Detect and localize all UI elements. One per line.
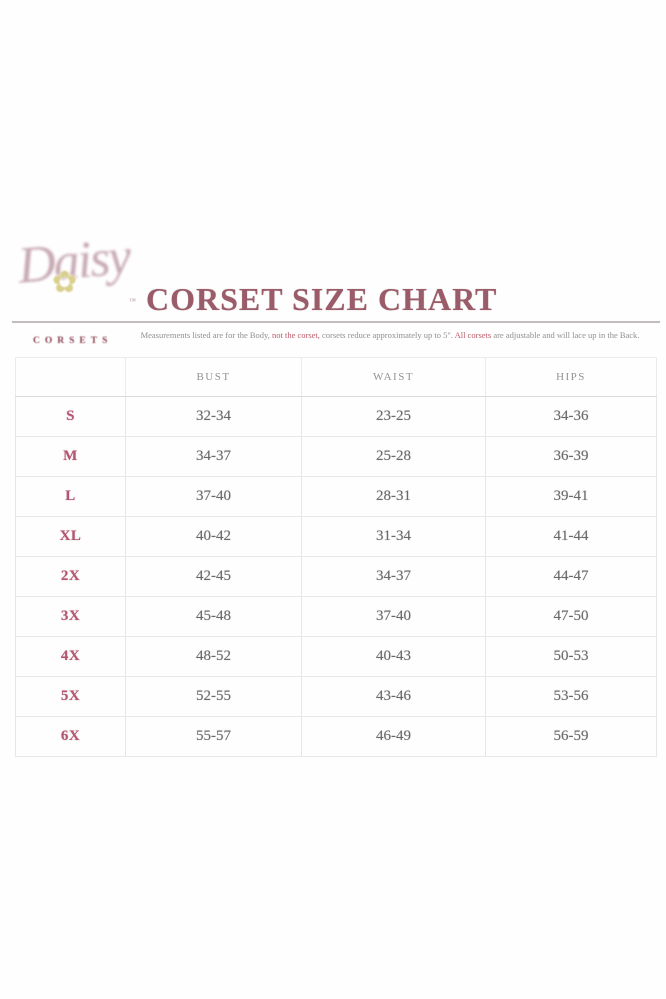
hips-value: 56-59 xyxy=(485,716,657,757)
table-row: 4X 48-52 40-43 50-53 xyxy=(15,636,657,677)
bust-value: 48-52 xyxy=(125,636,302,677)
table-row: 2X 42-45 34-37 44-47 xyxy=(15,556,657,597)
size-label: XL xyxy=(15,516,126,557)
bust-value: 40-42 xyxy=(125,516,302,557)
size-chart-table: BUST WAIST HIPS S 32-34 23-25 34-36 M 34… xyxy=(15,357,657,757)
waist-value: 31-34 xyxy=(301,516,486,557)
waist-value: 46-49 xyxy=(301,716,486,757)
disclaimer-part2: not the corset, xyxy=(271,330,320,340)
size-label: 6X xyxy=(15,716,126,757)
hips-value: 53-56 xyxy=(485,676,657,717)
hips-column-header: HIPS xyxy=(485,357,657,397)
size-label: S xyxy=(15,396,126,437)
table-row: S 32-34 23-25 34-36 xyxy=(15,396,657,437)
page-title: CORSET SIZE CHART xyxy=(146,281,498,317)
waist-value: 43-46 xyxy=(301,676,486,717)
size-label: 5X xyxy=(15,676,126,717)
bust-value: 55-57 xyxy=(125,716,302,757)
waist-value: 37-40 xyxy=(301,596,486,637)
bust-column-header: BUST xyxy=(125,357,302,397)
size-label: L xyxy=(15,476,126,517)
size-label: 4X xyxy=(15,636,126,677)
table-row: 6X 55-57 46-49 56-59 xyxy=(15,716,657,757)
disclaimer-part1: Measurements listed are for the Body, xyxy=(140,330,270,340)
hips-value: 41-44 xyxy=(485,516,657,557)
bust-value: 52-55 xyxy=(125,676,302,717)
size-label: 2X xyxy=(15,556,126,597)
table-row: XL 40-42 31-34 41-44 xyxy=(15,516,657,557)
brand-wordmark: CORSETS xyxy=(33,336,113,346)
hips-value: 50-53 xyxy=(485,636,657,677)
waist-column-header: WAIST xyxy=(301,357,486,397)
table-row: 5X 52-55 43-46 53-56 xyxy=(15,676,657,717)
trademark-symbol: ™ xyxy=(129,297,136,305)
table-row: 3X 45-48 37-40 47-50 xyxy=(15,596,657,637)
daisy-flower-icon: ✿ xyxy=(52,266,78,299)
table-body: S 32-34 23-25 34-36 M 34-37 25-28 36-39 … xyxy=(15,396,657,757)
waist-value: 23-25 xyxy=(301,396,486,437)
disclaimer-part3: corsets reduce approximately up to 5". xyxy=(322,330,453,340)
hips-value: 36-39 xyxy=(485,436,657,477)
disclaimer-text: Measurements listed are for the Body, no… xyxy=(130,330,650,340)
size-label: 3X xyxy=(15,596,126,637)
disclaimer-part5: are adjustable and will lace up in the B… xyxy=(493,330,640,340)
table-row: M 34-37 25-28 36-39 xyxy=(15,436,657,477)
title-divider xyxy=(12,321,660,323)
waist-value: 25-28 xyxy=(301,436,486,477)
waist-value: 40-43 xyxy=(301,636,486,677)
hips-value: 47-50 xyxy=(485,596,657,637)
hips-value: 39-41 xyxy=(485,476,657,517)
bust-value: 45-48 xyxy=(125,596,302,637)
waist-value: 28-31 xyxy=(301,476,486,517)
bust-value: 42-45 xyxy=(125,556,302,597)
bust-value: 37-40 xyxy=(125,476,302,517)
bust-value: 32-34 xyxy=(125,396,302,437)
size-label: M xyxy=(15,436,126,477)
hips-value: 34-36 xyxy=(485,396,657,437)
waist-value: 34-37 xyxy=(301,556,486,597)
table-row: L 37-40 28-31 39-41 xyxy=(15,476,657,517)
table-header: BUST WAIST HIPS xyxy=(15,357,657,397)
size-column-header xyxy=(15,357,126,397)
bust-value: 34-37 xyxy=(125,436,302,477)
hips-value: 44-47 xyxy=(485,556,657,597)
disclaimer-part4: All corsets xyxy=(454,330,492,340)
